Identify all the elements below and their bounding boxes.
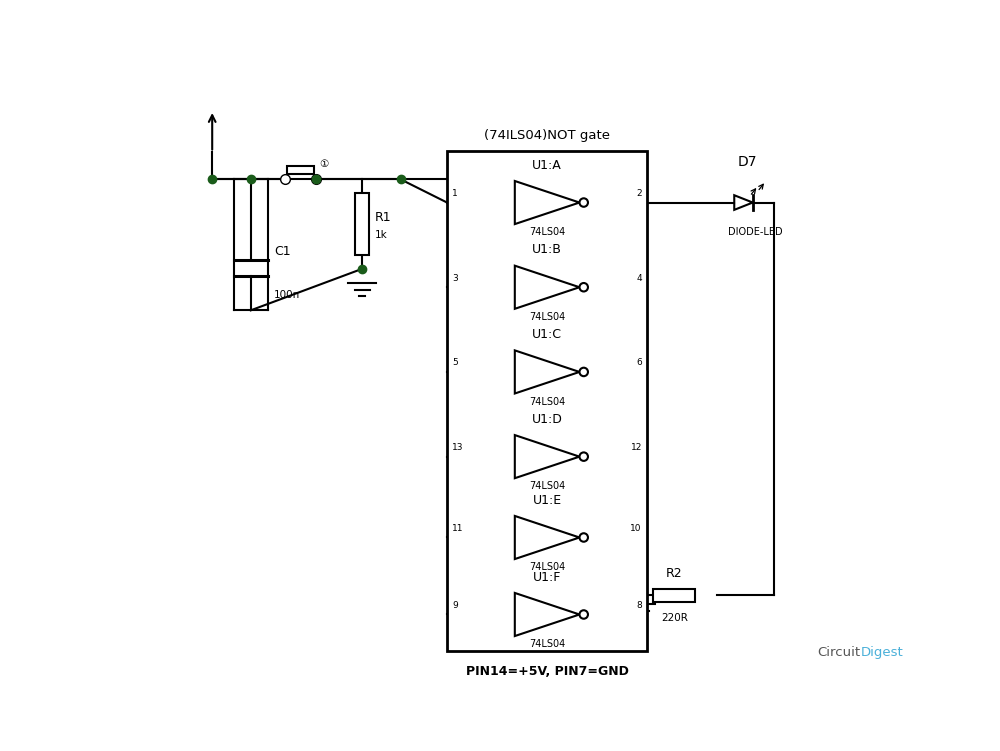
Text: U1:E: U1:E [533,493,562,507]
Text: U1:D: U1:D [532,413,563,426]
Text: 8: 8 [636,601,642,610]
Text: (74ILS04)NOT gate: (74ILS04)NOT gate [484,128,610,142]
Text: 74LS04: 74LS04 [529,312,565,322]
Text: 4: 4 [636,273,642,282]
Text: 74LS04: 74LS04 [529,562,565,572]
Circle shape [579,283,588,291]
Text: U1:B: U1:B [532,243,562,256]
Text: 1: 1 [452,189,458,198]
Text: U1:C: U1:C [532,328,562,341]
Circle shape [579,198,588,207]
Circle shape [579,452,588,461]
Bar [355,193,369,255]
Bar [653,589,695,602]
Text: 2: 2 [636,189,642,198]
Text: R1: R1 [375,212,391,225]
Text: 100n: 100n [274,290,300,300]
Text: PIN14=+5V, PIN7=GND: PIN14=+5V, PIN7=GND [466,665,629,678]
Text: 9: 9 [452,601,458,610]
Bar [447,151,647,651]
Text: 3: 3 [452,273,458,282]
Text: 74LS04: 74LS04 [529,397,565,406]
Text: 6: 6 [636,358,642,367]
Text: D7: D7 [738,155,757,169]
Text: Digest: Digest [861,646,903,659]
Text: 1k: 1k [375,230,387,240]
Text: C1: C1 [274,245,290,258]
Text: 74LS04: 74LS04 [529,228,565,237]
Text: DIODE-LED: DIODE-LED [728,228,782,237]
Text: 11: 11 [452,524,464,533]
Text: 5: 5 [452,358,458,367]
Text: 74LS04: 74LS04 [529,481,565,491]
Circle shape [579,368,588,376]
Text: U1:F: U1:F [533,571,561,584]
Text: R2: R2 [666,567,683,580]
Text: 74LS04: 74LS04 [529,639,565,649]
Text: ①: ① [319,158,328,169]
Text: 220R: 220R [661,613,688,623]
Text: 10: 10 [630,524,642,533]
Circle shape [579,611,588,619]
Text: 13: 13 [452,443,464,452]
Text: U1:A: U1:A [532,158,562,172]
Text: 12: 12 [630,443,642,452]
Bar [287,167,314,174]
Text: Circuit: Circuit [817,646,861,659]
Circle shape [579,533,588,541]
